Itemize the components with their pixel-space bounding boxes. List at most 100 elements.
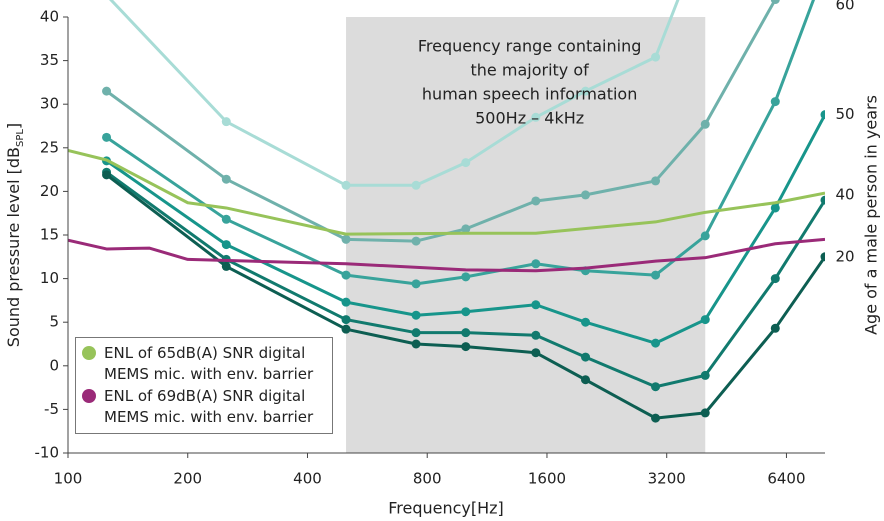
data-point <box>651 176 661 186</box>
legend: ENL of 65dB(A) SNR digital MEMS mic. wit… <box>75 337 333 434</box>
data-point <box>461 224 471 234</box>
data-point <box>820 110 825 120</box>
data-point <box>820 195 825 205</box>
data-point <box>221 240 231 250</box>
data-point <box>461 328 471 338</box>
y-tick-label: 5 <box>49 313 59 331</box>
legend-swatch <box>82 346 96 360</box>
data-point <box>581 352 591 362</box>
x-tick-label: 200 <box>173 470 202 488</box>
data-point <box>581 86 591 96</box>
data-point <box>461 342 471 352</box>
data-point <box>341 270 351 280</box>
data-point <box>102 132 112 142</box>
series-line <box>105 0 777 243</box>
data-point <box>102 170 112 180</box>
series-line <box>68 148 825 236</box>
data-point <box>461 158 471 168</box>
legend-entry: ENL of 65dB(A) SNR digital MEMS mic. wit… <box>82 343 326 385</box>
data-point <box>461 272 471 282</box>
y-axis-label: Sound pressure level [dBSPL] <box>4 123 26 347</box>
data-point <box>700 408 710 418</box>
data-point <box>770 0 780 5</box>
data-point <box>581 375 591 385</box>
data-point <box>341 180 351 190</box>
data-point <box>531 330 541 340</box>
y2-tick-label: 50 <box>835 105 854 123</box>
y-label-text: Sound pressure level [dB <box>4 147 23 347</box>
data-point <box>581 190 591 200</box>
data-point <box>411 339 421 349</box>
data-point <box>411 279 421 289</box>
y-tick-label: 35 <box>40 51 59 69</box>
data-point <box>341 297 351 307</box>
annotation: Frequency range containing <box>418 37 641 56</box>
y-label-sub: SPL <box>15 129 26 147</box>
y2-tick-label: 40 <box>835 185 854 203</box>
y-tick-label: 40 <box>40 8 59 26</box>
x-tick-label: 800 <box>413 470 442 488</box>
annotation: human speech information <box>422 85 637 104</box>
data-point <box>700 231 710 241</box>
data-point <box>411 180 421 190</box>
data-point <box>411 310 421 320</box>
y-tick-label: 20 <box>40 182 59 200</box>
data-point <box>531 348 541 358</box>
data-point <box>700 370 710 380</box>
x-tick-label: 6400 <box>767 470 805 488</box>
data-point <box>531 196 541 206</box>
data-point <box>221 117 231 127</box>
y-tick-label: -10 <box>35 444 60 462</box>
data-point <box>820 252 825 262</box>
data-point <box>341 234 351 244</box>
x-tick-label: 1600 <box>528 470 566 488</box>
data-point <box>341 315 351 325</box>
data-point <box>411 236 421 246</box>
legend-entry: ENL of 69dB(A) SNR digital MEMS mic. wit… <box>82 386 326 428</box>
series-line <box>68 237 825 273</box>
y2-axis-label: Age of a male person in years <box>862 95 881 335</box>
data-point <box>461 307 471 317</box>
data-point <box>651 338 661 348</box>
annotation: the majority of <box>471 61 590 80</box>
data-point <box>581 317 591 327</box>
x-axis-label: Frequency[Hz] <box>388 499 504 518</box>
y-tick-label: -5 <box>44 400 59 418</box>
y-tick-label: 15 <box>40 226 59 244</box>
legend-swatch <box>82 389 96 403</box>
data-point <box>651 270 661 280</box>
data-point <box>651 52 661 62</box>
x-tick-label: 100 <box>54 470 83 488</box>
y-tick-label: 25 <box>40 138 59 156</box>
data-point <box>770 274 780 284</box>
x-tick-label: 400 <box>293 470 322 488</box>
data-point <box>221 174 231 184</box>
y2-tick-label: 20 <box>835 247 854 265</box>
legend-label: ENL of 65dB(A) SNR digital MEMS mic. wit… <box>104 344 314 383</box>
data-point <box>531 300 541 310</box>
data-point <box>531 112 541 122</box>
data-point <box>770 97 780 107</box>
data-point <box>102 86 112 96</box>
plot-area <box>68 0 825 453</box>
y-label-end: ] <box>4 123 23 129</box>
y-tick-label: 0 <box>49 356 59 374</box>
y2-tick-label: 60 <box>835 0 854 13</box>
data-point <box>700 315 710 325</box>
legend-label: ENL of 69dB(A) SNR digital MEMS mic. wit… <box>104 387 314 426</box>
data-point <box>411 328 421 338</box>
y-tick-label: 10 <box>40 269 59 287</box>
data-point <box>221 261 231 271</box>
data-point <box>651 413 661 423</box>
data-point <box>770 203 780 213</box>
x-tick-label: 3200 <box>648 470 686 488</box>
data-point <box>531 259 541 269</box>
y-tick-label: 30 <box>40 95 59 113</box>
annotation: 500Hz – 4kHz <box>475 109 584 128</box>
data-point <box>341 324 351 334</box>
data-point <box>700 119 710 129</box>
data-point <box>651 382 661 392</box>
data-point <box>221 214 231 224</box>
